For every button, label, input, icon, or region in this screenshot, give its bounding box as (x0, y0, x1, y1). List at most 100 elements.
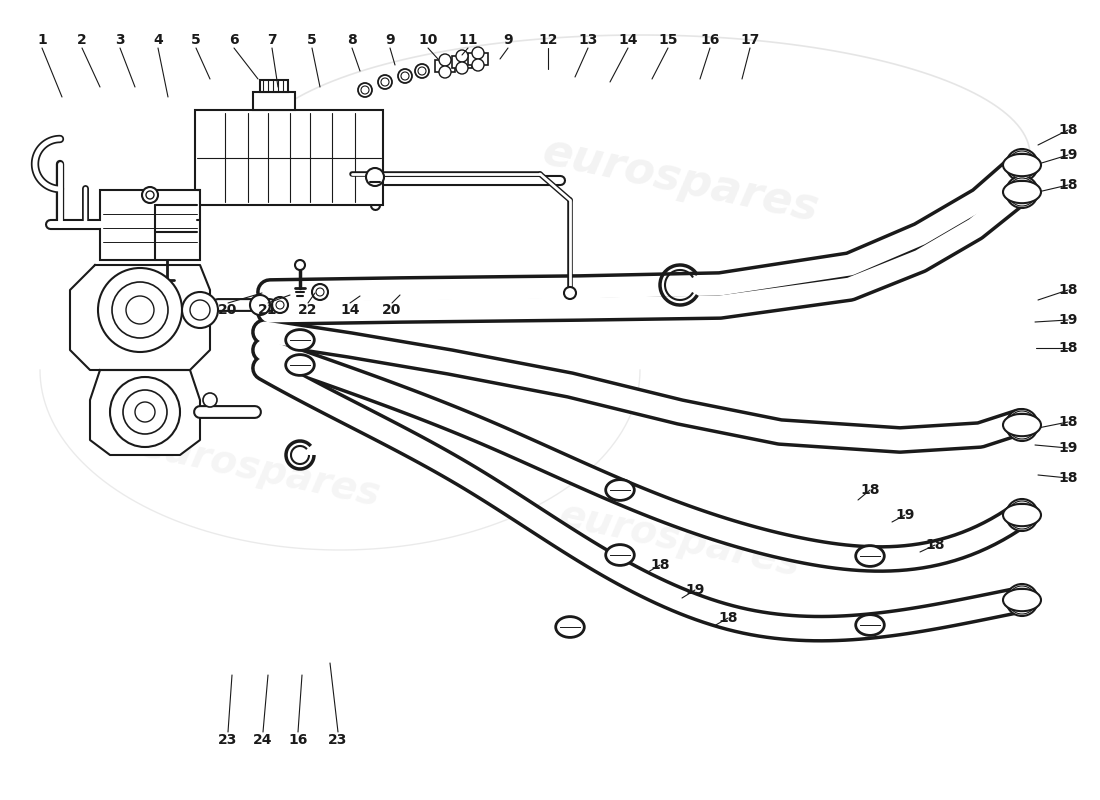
Circle shape (316, 288, 324, 296)
Circle shape (415, 64, 429, 78)
Circle shape (1006, 584, 1038, 616)
Text: 5: 5 (307, 33, 317, 47)
Circle shape (135, 402, 155, 422)
Text: 14: 14 (618, 33, 638, 47)
Text: 19: 19 (1058, 148, 1078, 162)
Text: 1: 1 (37, 33, 47, 47)
Text: 24: 24 (253, 733, 273, 747)
Text: 23: 23 (218, 733, 238, 747)
Circle shape (1008, 411, 1036, 439)
Text: eurospares: eurospares (538, 130, 822, 230)
Circle shape (439, 54, 451, 66)
Text: 18: 18 (1058, 471, 1078, 485)
Text: 18: 18 (1058, 123, 1078, 137)
Bar (195, 110, 383, 205)
Text: 18: 18 (1058, 283, 1078, 297)
Text: 21: 21 (258, 303, 277, 317)
Circle shape (1006, 176, 1038, 208)
Circle shape (204, 393, 217, 407)
Circle shape (456, 62, 468, 74)
Ellipse shape (856, 546, 884, 566)
Circle shape (250, 295, 270, 315)
Circle shape (142, 187, 158, 203)
Circle shape (456, 50, 468, 62)
Text: 19: 19 (895, 508, 915, 522)
Ellipse shape (556, 617, 584, 638)
Text: 6: 6 (229, 33, 239, 47)
Circle shape (402, 72, 409, 80)
Ellipse shape (1003, 154, 1041, 176)
Circle shape (378, 75, 392, 89)
Bar (100, 190, 200, 260)
Ellipse shape (286, 330, 315, 350)
Text: 18: 18 (1058, 341, 1078, 355)
Bar (468, 53, 488, 65)
Bar (253, 92, 295, 110)
Circle shape (312, 284, 328, 300)
Circle shape (439, 66, 451, 78)
Text: eurospares: eurospares (556, 496, 804, 584)
Text: eurospares: eurospares (136, 426, 384, 514)
Circle shape (295, 260, 305, 270)
Ellipse shape (1003, 414, 1041, 436)
Circle shape (358, 83, 372, 97)
Text: 8: 8 (348, 33, 356, 47)
Text: 15: 15 (658, 33, 678, 47)
Text: 10: 10 (418, 33, 438, 47)
Text: 14: 14 (340, 303, 360, 317)
Text: 2: 2 (77, 33, 87, 47)
Text: 18: 18 (650, 558, 670, 572)
Circle shape (110, 377, 180, 447)
Circle shape (146, 191, 154, 199)
Circle shape (98, 268, 182, 352)
Text: 18: 18 (1058, 415, 1078, 429)
Circle shape (366, 168, 384, 186)
Circle shape (272, 297, 288, 313)
Text: 17: 17 (740, 33, 760, 47)
Circle shape (398, 69, 412, 83)
Circle shape (276, 301, 284, 309)
Text: 19: 19 (685, 583, 705, 597)
Text: 16: 16 (701, 33, 719, 47)
Circle shape (361, 86, 368, 94)
Circle shape (1006, 409, 1038, 441)
Ellipse shape (1003, 504, 1041, 526)
Ellipse shape (286, 354, 315, 375)
Text: 9: 9 (385, 33, 395, 47)
Text: 4: 4 (153, 33, 163, 47)
Ellipse shape (1003, 589, 1041, 611)
Circle shape (1008, 151, 1036, 179)
Bar (452, 56, 472, 68)
Text: 18: 18 (860, 483, 880, 497)
Circle shape (112, 282, 168, 338)
Ellipse shape (1003, 181, 1041, 203)
Circle shape (1006, 499, 1038, 531)
Text: 5: 5 (191, 33, 201, 47)
Text: 13: 13 (579, 33, 597, 47)
Circle shape (381, 78, 389, 86)
Polygon shape (90, 370, 200, 455)
Text: 16: 16 (288, 733, 308, 747)
Ellipse shape (856, 614, 884, 635)
Circle shape (472, 59, 484, 71)
Circle shape (190, 300, 210, 320)
Circle shape (1008, 178, 1036, 206)
Text: 23: 23 (328, 733, 348, 747)
Text: 20: 20 (383, 303, 402, 317)
Circle shape (1008, 586, 1036, 614)
Circle shape (1008, 501, 1036, 529)
Circle shape (418, 67, 426, 75)
Circle shape (182, 292, 218, 328)
Text: 11: 11 (459, 33, 477, 47)
Text: 18: 18 (718, 611, 738, 625)
Text: 12: 12 (538, 33, 558, 47)
Circle shape (123, 390, 167, 434)
Circle shape (126, 296, 154, 324)
Text: 18: 18 (925, 538, 945, 552)
Text: 22: 22 (298, 303, 318, 317)
Text: 9: 9 (503, 33, 513, 47)
Circle shape (564, 287, 576, 299)
Text: 7: 7 (267, 33, 277, 47)
Circle shape (472, 47, 484, 59)
Text: 3: 3 (116, 33, 124, 47)
